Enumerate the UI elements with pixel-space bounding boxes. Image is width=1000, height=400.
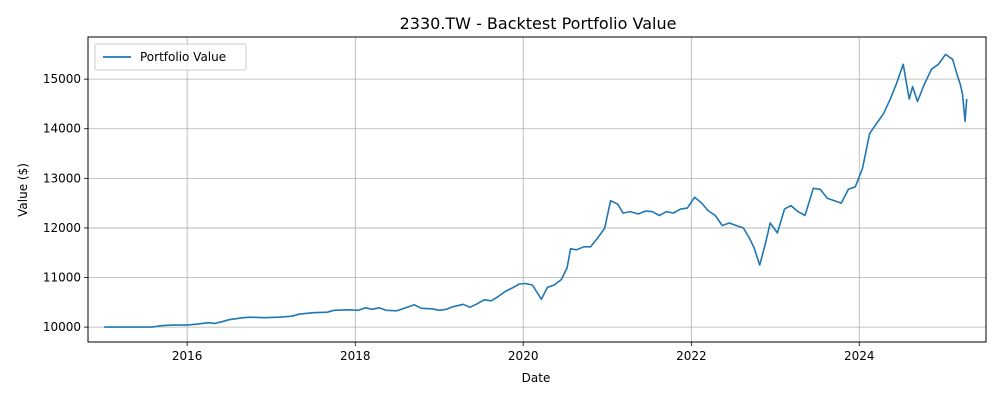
x-tick-label: 2016 bbox=[172, 349, 203, 363]
x-axis-ticks: 2016 2018 2020 2022 2024 bbox=[172, 342, 875, 363]
grid-lines bbox=[88, 37, 986, 342]
y-axis-label: Value ($) bbox=[16, 163, 30, 217]
y-axis-ticks: 10000 11000 12000 13000 14000 15000 bbox=[43, 72, 88, 334]
legend-label: Portfolio Value bbox=[140, 50, 226, 64]
y-tick-label: 15000 bbox=[43, 72, 81, 86]
x-tick-label: 2024 bbox=[844, 349, 875, 363]
y-tick-label: 10000 bbox=[43, 320, 81, 334]
series-layer bbox=[104, 53, 968, 328]
legend: Portfolio Value bbox=[94, 43, 247, 71]
y-tick-label: 11000 bbox=[43, 271, 81, 285]
chart-title: 2330.TW - Backtest Portfolio Value bbox=[400, 14, 677, 33]
y-tick-label: 13000 bbox=[43, 171, 81, 185]
y-tick-label: 12000 bbox=[43, 221, 81, 235]
portfolio-value-line bbox=[104, 53, 968, 328]
x-axis-label: Date bbox=[522, 371, 551, 385]
y-tick-label: 14000 bbox=[43, 122, 81, 136]
x-tick-label: 2018 bbox=[340, 349, 371, 363]
legend-box bbox=[94, 43, 247, 71]
x-tick-label: 2020 bbox=[508, 349, 539, 363]
plot-area-frame bbox=[87, 36, 987, 343]
x-tick-label: 2022 bbox=[676, 349, 707, 363]
